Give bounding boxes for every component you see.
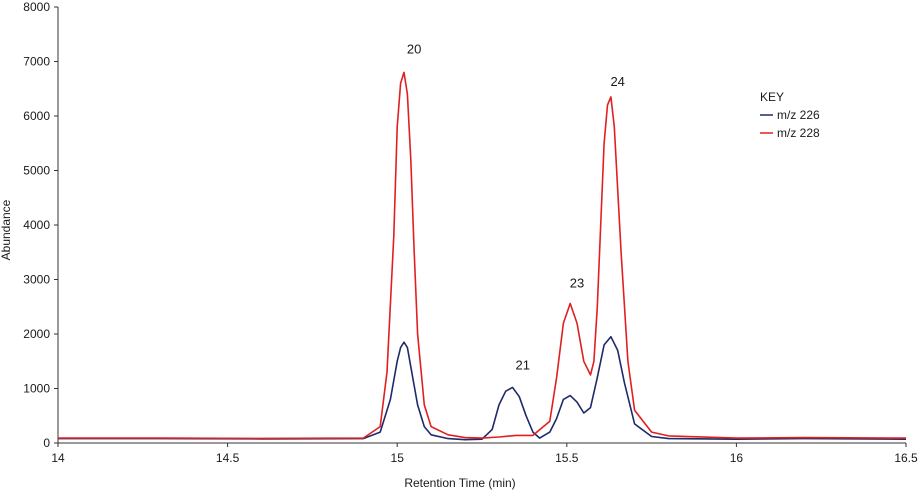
x-tick-label-5: 16.5 [894,451,918,465]
x-axis-title: Retention Time (min) [404,476,515,490]
x-tick-label-0: 14 [51,451,65,465]
y-tick-label-7: 7000 [23,55,50,69]
x-tick-label-4: 16 [730,451,744,465]
y-tick-label-1: 1000 [23,382,50,396]
peak-label-1: 21 [515,357,529,372]
peak-label-3: 24 [610,74,624,89]
y-tick-label-4: 4000 [23,218,50,232]
legend-label-series-0: m/z 226 [777,108,820,122]
x-tick-label-3: 15.5 [555,451,579,465]
peak-label-0: 20 [407,41,421,56]
y-tick-label-0: 0 [43,436,50,450]
y-tick-label-2: 2000 [23,327,50,341]
x-tick-label-2: 15 [391,451,405,465]
series-line-1 [58,71,907,440]
peak-label-2: 23 [570,276,584,291]
y-axis-title: Abundance [0,199,13,260]
x-tick-label-1: 14.5 [216,451,240,465]
series-line-0 [58,335,907,441]
legend: KEY m/z 226 m/z 228 [760,90,820,140]
y-tick-label-3: 3000 [23,273,50,287]
legend-label-series-1: m/z 228 [777,126,820,140]
y-tick-label-5: 5000 [23,164,50,178]
y-tick-label-8: 8000 [23,0,50,14]
y-tick-label-6: 6000 [23,109,50,123]
legend-title: KEY [760,90,784,104]
y-axis-title-group: Abundance [0,199,13,260]
